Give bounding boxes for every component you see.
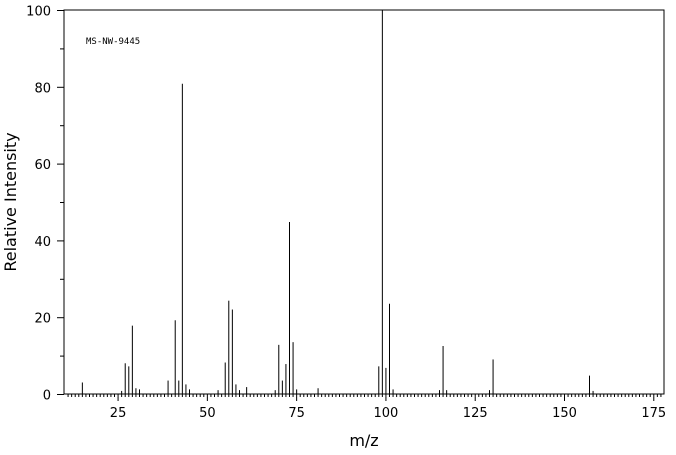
x-axis-title: m/z	[349, 431, 378, 450]
y-tick-label: 80	[34, 81, 51, 96]
y-tick-label: 100	[26, 5, 51, 20]
x-minor-ticks	[67, 394, 662, 397]
x-tick-label: 100	[374, 406, 399, 421]
x-tick-label: 150	[552, 406, 577, 421]
x-tick-label: 175	[641, 406, 666, 421]
y-tick-label: 60	[34, 158, 51, 173]
x-tick-label: 125	[463, 406, 488, 421]
x-tick-label: 25	[110, 406, 127, 421]
y-axis-ticks: 0 20 40 60 80 100	[26, 5, 64, 404]
y-tick-label: 40	[34, 235, 51, 250]
spectrum-peaks	[81, 10, 594, 394]
x-tick-label: 75	[288, 406, 305, 421]
chart-annotation: MS-NW-9445	[86, 37, 140, 47]
x-axis-ticks: 25 50 75 100 125 150 175	[110, 394, 666, 421]
y-tick-label: 0	[43, 389, 51, 404]
x-tick-label: 50	[199, 406, 216, 421]
plot-frame	[63, 9, 665, 395]
y-axis-title: Relative Intensity	[1, 132, 20, 271]
y-tick-label: 20	[34, 312, 51, 327]
